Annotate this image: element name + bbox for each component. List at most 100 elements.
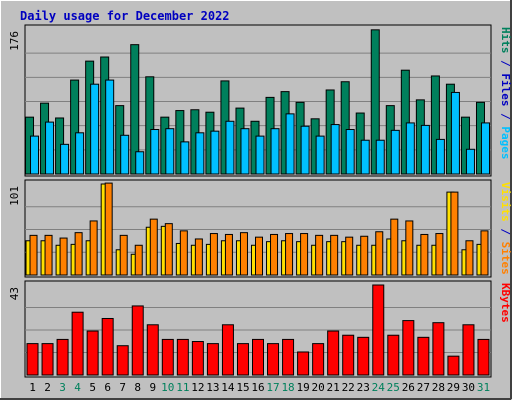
bar-sites-day-19 (300, 233, 309, 276)
bar-files-day-8 (135, 151, 145, 175)
bar-files-day-9 (150, 129, 160, 175)
bar-kbytes-day-8 (131, 305, 144, 376)
bar-files-day-18 (285, 113, 295, 175)
bar-sites-day-11 (179, 230, 188, 276)
bar-sites-day-17 (270, 233, 279, 276)
x-tick-label: 20 (312, 381, 325, 394)
x-tick-label: 8 (134, 381, 141, 394)
bar-kbytes-day-30 (462, 324, 475, 376)
bar-sites-day-25 (390, 218, 399, 276)
bar-files-day-15 (240, 128, 250, 175)
bar-files-day-4 (75, 132, 85, 175)
x-tick-label: 21 (327, 381, 340, 394)
bar-hits-day-22 (340, 81, 350, 175)
bar-files-day-16 (255, 135, 265, 175)
x-tick-label: 7 (119, 381, 126, 394)
panel-visits-sites: 101 Visits / Sites (8, 179, 512, 278)
bar-hits-day-24 (370, 29, 380, 175)
bar-sites-day-7 (119, 234, 128, 276)
bar-sites-day-2 (44, 234, 53, 276)
legend-entry: / (499, 222, 512, 242)
bar-sites-day-1 (29, 234, 38, 276)
x-axis-labels: 1 2 3 4 5 6 7 8 9 10 11 12 13 14 15 16 17 18 19 20 21 22 23 24 2… (29, 381, 490, 394)
bar-sites-day-10 (164, 223, 173, 276)
x-tick-label: 26 (402, 381, 415, 394)
bar-files-day-24 (375, 139, 385, 175)
x-tick-label: 11 (176, 381, 189, 394)
y-max-label: 176 (8, 31, 21, 51)
bar-sites-day-5 (89, 220, 98, 276)
bar-sites-day-20 (315, 234, 324, 276)
bar-kbytes-day-11 (176, 338, 189, 376)
panel-side-label: Hits / Files / Pages (499, 27, 512, 160)
bar-kbytes-day-17 (267, 343, 280, 376)
x-tick-label: 27 (417, 381, 430, 394)
panel-pages-files-hits: 176 Hits / Files / Pages (8, 24, 512, 177)
panel-side-label: KBytes (499, 283, 512, 323)
bar-sites-day-23 (360, 235, 369, 276)
bar-sites-day-8 (134, 244, 143, 276)
bar-files-day-21 (330, 124, 340, 175)
bar-sites-day-6 (104, 182, 113, 276)
bar-sites-day-13 (209, 233, 218, 276)
legend-entry: Sites (499, 242, 512, 275)
bar-files-day-26 (405, 122, 415, 175)
bar-files-day-6 (105, 79, 115, 175)
chart-panels: 176 Hits / Files / Pages 101 Visits / Sites… (8, 24, 512, 378)
x-tick-label: 25 (387, 381, 400, 394)
x-tick-label: 1 (29, 381, 36, 394)
bar-files-day-27 (420, 124, 430, 175)
bar-kbytes-day-12 (191, 341, 204, 376)
bar-kbytes-day-31 (477, 338, 490, 376)
bar-kbytes-day-9 (146, 324, 159, 376)
bar-kbytes-day-7 (116, 345, 129, 376)
bar-kbytes-day-5 (86, 330, 99, 376)
bar-files-day-12 (195, 132, 205, 175)
bar-files-day-5 (90, 83, 100, 175)
bar-kbytes-day-16 (252, 338, 264, 376)
x-tick-label: 12 (191, 381, 204, 394)
bar-sites-day-21 (330, 234, 339, 276)
bar-kbytes-day-18 (282, 338, 295, 376)
bar-kbytes-day-20 (312, 343, 325, 376)
bar-sites-day-30 (465, 240, 474, 276)
x-tick-label: 28 (432, 381, 445, 394)
bar-sites-day-15 (239, 232, 248, 276)
x-tick-label: 14 (221, 381, 235, 394)
bar-kbytes-day-27 (417, 336, 430, 376)
x-tick-label: 31 (477, 381, 490, 394)
bar-hits-day-28 (430, 75, 440, 175)
x-tick-label: 10 (161, 381, 174, 394)
bar-hits-day-26 (400, 69, 410, 175)
bar-sites-day-26 (405, 220, 414, 276)
bar-files-day-19 (300, 125, 310, 175)
panel-kbytes: 43 KBytes (8, 280, 512, 378)
bar-kbytes-day-19 (297, 351, 310, 376)
bar-files-day-17 (270, 128, 280, 175)
bar-kbytes-day-21 (327, 330, 340, 376)
bar-files-day-30 (465, 148, 475, 175)
x-tick-label: 3 (59, 381, 66, 394)
legend-entry: / (499, 54, 512, 74)
bar-files-day-2 (45, 121, 55, 175)
bar-files-day-7 (120, 134, 130, 175)
x-tick-label: 16 (251, 381, 264, 394)
legend-entry: / (499, 107, 512, 127)
x-tick-label: 19 (296, 381, 309, 394)
bar-kbytes-day-24 (372, 284, 385, 376)
bar-sites-day-4 (74, 232, 83, 276)
bar-kbytes-day-15 (236, 343, 249, 376)
legend-entry: Pages (499, 126, 512, 159)
legend-entry: KBytes (499, 283, 512, 323)
legend-entry: Hits (499, 27, 512, 54)
bar-sites-day-28 (435, 233, 444, 276)
bar-files-day-31 (480, 122, 490, 175)
bar-kbytes-day-23 (357, 336, 370, 376)
bar-files-day-3 (60, 143, 70, 175)
x-tick-label: 17 (266, 381, 279, 394)
bar-kbytes-day-3 (56, 338, 69, 376)
x-tick-label: 6 (104, 381, 111, 394)
bar-files-day-28 (435, 138, 445, 175)
bar-sites-day-22 (345, 236, 354, 276)
